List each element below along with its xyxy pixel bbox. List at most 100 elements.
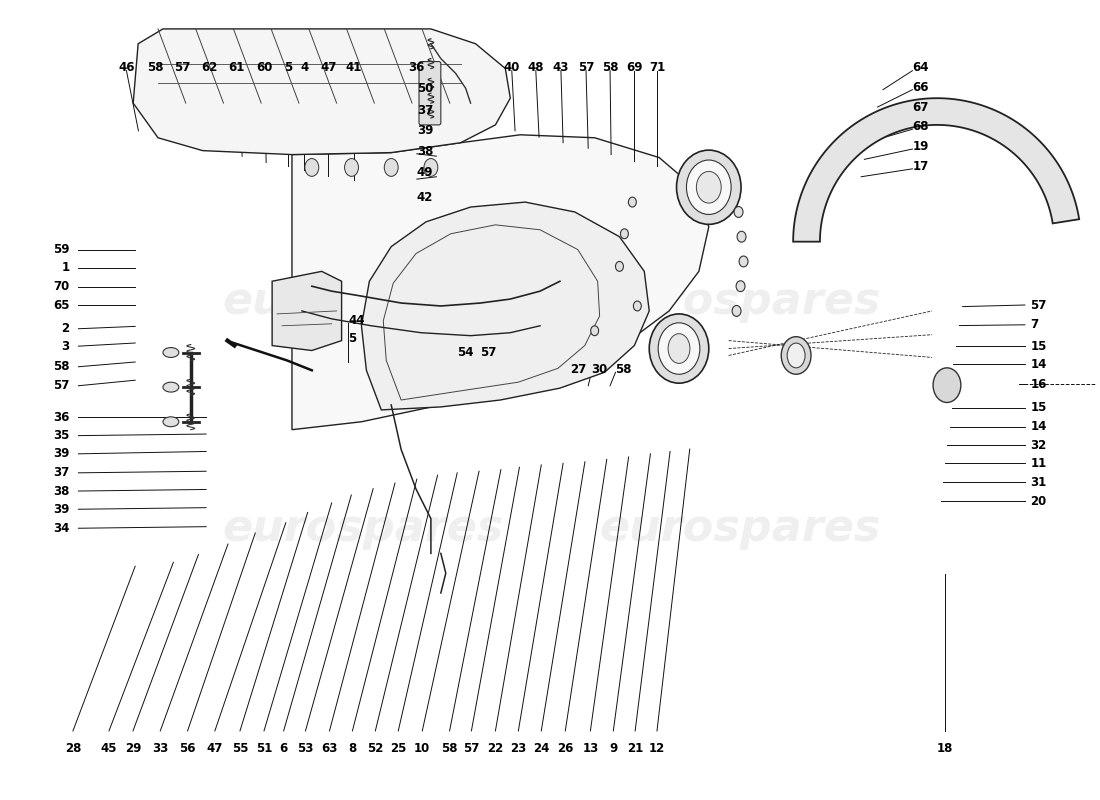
Text: 15: 15 <box>1031 402 1047 414</box>
Text: 22: 22 <box>487 742 504 755</box>
Text: 37: 37 <box>54 466 69 479</box>
Text: 36: 36 <box>408 61 425 74</box>
Text: 59: 59 <box>53 243 69 256</box>
Text: 30: 30 <box>592 363 607 377</box>
Text: 36: 36 <box>53 411 69 424</box>
Text: 33: 33 <box>152 742 168 755</box>
Polygon shape <box>362 202 649 410</box>
Text: 5: 5 <box>348 332 356 345</box>
Text: eurospares: eurospares <box>222 507 504 550</box>
Text: 65: 65 <box>53 298 69 311</box>
Text: 39: 39 <box>417 124 433 138</box>
Text: 11: 11 <box>1031 457 1046 470</box>
Text: 9: 9 <box>609 742 617 755</box>
Ellipse shape <box>733 306 741 316</box>
Text: 35: 35 <box>53 429 69 442</box>
Ellipse shape <box>781 337 811 374</box>
Text: 39: 39 <box>53 502 69 516</box>
Polygon shape <box>292 134 708 430</box>
Text: 57: 57 <box>578 61 594 74</box>
Text: 70: 70 <box>54 280 69 294</box>
Text: 1: 1 <box>62 262 69 274</box>
Text: 43: 43 <box>552 61 569 74</box>
Ellipse shape <box>344 158 359 176</box>
Text: 58: 58 <box>146 61 163 74</box>
Text: 49: 49 <box>417 166 433 178</box>
FancyBboxPatch shape <box>419 62 441 125</box>
Ellipse shape <box>163 382 179 392</box>
Text: 58: 58 <box>53 360 69 374</box>
Text: 37: 37 <box>417 104 433 117</box>
Ellipse shape <box>620 229 628 238</box>
Text: 58: 58 <box>441 742 458 755</box>
Text: 39: 39 <box>53 447 69 460</box>
Text: 7: 7 <box>1031 318 1038 331</box>
Polygon shape <box>793 98 1079 242</box>
Text: 57: 57 <box>174 61 190 74</box>
Ellipse shape <box>668 334 690 363</box>
Ellipse shape <box>634 301 641 311</box>
Text: eurospares: eurospares <box>600 507 881 550</box>
Text: 5: 5 <box>284 61 293 74</box>
Text: 21: 21 <box>627 742 644 755</box>
Text: 24: 24 <box>534 742 550 755</box>
Text: 12: 12 <box>649 742 666 755</box>
Text: 26: 26 <box>557 742 573 755</box>
Text: 67: 67 <box>912 101 928 114</box>
Ellipse shape <box>933 368 961 402</box>
Text: 58: 58 <box>616 363 632 377</box>
Ellipse shape <box>305 158 319 176</box>
Text: 31: 31 <box>1031 476 1046 489</box>
Text: 15: 15 <box>1031 340 1047 353</box>
Ellipse shape <box>737 231 746 242</box>
Text: 57: 57 <box>53 379 69 392</box>
Text: 16: 16 <box>1031 378 1047 390</box>
Ellipse shape <box>628 197 636 207</box>
Polygon shape <box>272 271 342 350</box>
Ellipse shape <box>736 281 745 292</box>
Ellipse shape <box>788 343 805 368</box>
Text: 34: 34 <box>53 522 69 534</box>
Text: 13: 13 <box>582 742 598 755</box>
Text: 10: 10 <box>414 742 430 755</box>
Text: 14: 14 <box>1031 358 1047 371</box>
Text: 63: 63 <box>321 742 338 755</box>
Text: 47: 47 <box>320 61 337 74</box>
Text: 6: 6 <box>279 742 288 755</box>
Text: 51: 51 <box>256 742 272 755</box>
Text: 44: 44 <box>348 314 364 327</box>
Text: 64: 64 <box>912 61 928 74</box>
Text: 14: 14 <box>1031 421 1047 434</box>
Text: 4: 4 <box>300 61 308 74</box>
Text: 56: 56 <box>179 742 196 755</box>
Ellipse shape <box>163 347 179 358</box>
Ellipse shape <box>424 158 438 176</box>
Ellipse shape <box>163 417 179 426</box>
Text: 57: 57 <box>463 742 480 755</box>
Text: 60: 60 <box>256 61 272 74</box>
Text: 18: 18 <box>937 742 954 755</box>
Text: 17: 17 <box>912 160 928 173</box>
Text: 52: 52 <box>367 742 384 755</box>
Text: 25: 25 <box>390 742 406 755</box>
Text: 40: 40 <box>504 61 520 74</box>
Ellipse shape <box>616 262 624 271</box>
Text: 27: 27 <box>570 363 586 377</box>
Text: 69: 69 <box>626 61 642 74</box>
Text: 29: 29 <box>124 742 141 755</box>
Text: 57: 57 <box>1031 298 1047 311</box>
Text: 47: 47 <box>207 742 223 755</box>
Text: 8: 8 <box>349 742 356 755</box>
Text: eurospares: eurospares <box>600 279 881 322</box>
Ellipse shape <box>658 323 700 374</box>
Text: 66: 66 <box>912 81 928 94</box>
Text: 57: 57 <box>480 346 496 359</box>
Text: 19: 19 <box>912 140 928 153</box>
Ellipse shape <box>686 160 732 214</box>
Text: 20: 20 <box>1031 495 1046 508</box>
Text: 2: 2 <box>62 322 69 335</box>
Ellipse shape <box>649 314 708 383</box>
Text: 53: 53 <box>297 742 313 755</box>
Text: 71: 71 <box>649 61 666 74</box>
Text: 38: 38 <box>417 145 433 158</box>
